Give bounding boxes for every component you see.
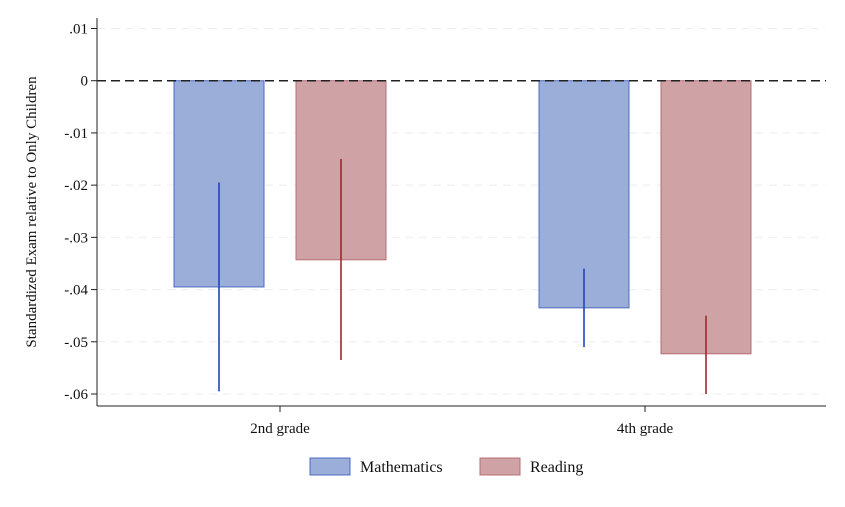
y-tick-label: -.04 [64,283,88,299]
legend-label-mathematics: Mathematics [360,459,443,476]
y-tick-label: -.01 [64,126,88,142]
y-tick-label: 0 [81,74,89,90]
bar-reading-1 [660,80,752,355]
y-tick-label: -.05 [64,335,88,351]
y-tick-label: -.03 [64,230,88,246]
y-axis-label: Standardized Exam relative to Only Child… [24,76,40,348]
y-tick-label: -.02 [64,178,88,194]
y-tick-label: .01 [69,22,88,38]
y-tick-label: -.06 [64,387,88,403]
bars [97,79,826,394]
legend-swatch-mathematics [309,457,351,476]
x-category-label: 2nd grade [250,421,310,437]
y-ticks: .01 0 -.01 -.02 -.03 -.04 -.05 -.06 [64,22,97,403]
legend-swatch-reading [479,457,521,476]
x-categories: 2nd grade 4th grade [250,406,673,437]
legend-label-reading: Reading [530,459,583,476]
legend: Mathematics Reading [309,457,583,476]
x-category-label: 4th grade [617,421,674,437]
